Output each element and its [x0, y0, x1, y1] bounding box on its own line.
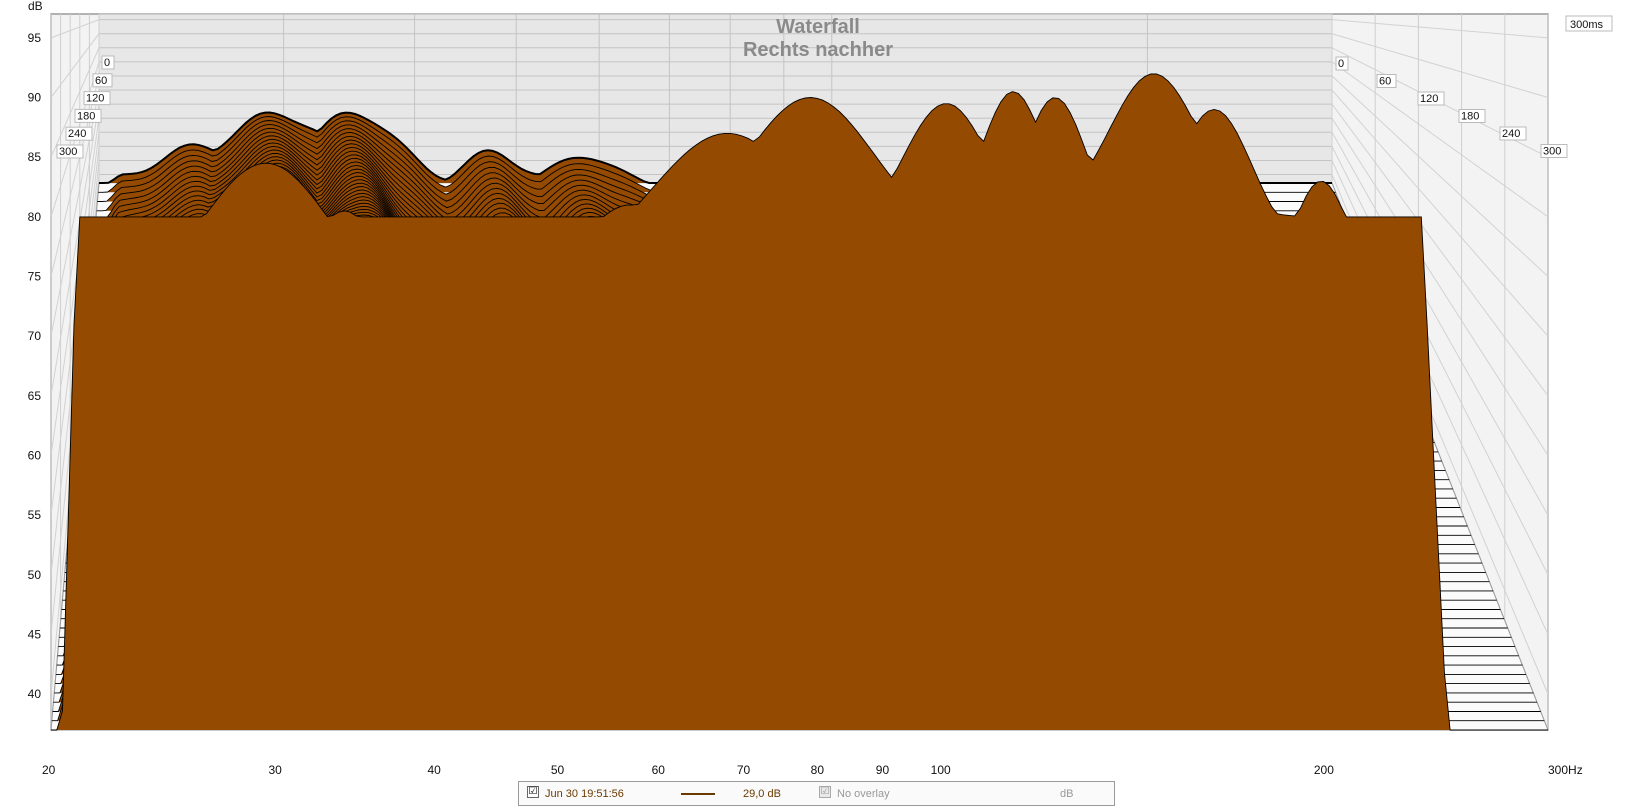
x-tick-label: 60	[652, 763, 666, 777]
time-label-left: 120	[83, 91, 111, 106]
side-gridline	[1331, 103, 1549, 397]
y-tick-label: 90	[28, 91, 42, 105]
side-gridline	[1331, 117, 1549, 456]
side-gridline	[1331, 19, 1549, 39]
y-tick-label: 95	[28, 31, 42, 45]
time-label-box	[1376, 74, 1397, 88]
time-label-text: 0	[1338, 58, 1344, 70]
x-tick-label: 70	[737, 763, 751, 777]
time-label-box	[101, 55, 115, 70]
x-tick-label: 300Hz	[1548, 763, 1583, 777]
side-gridline	[1331, 61, 1549, 218]
y-unit-label: dB	[28, 0, 43, 13]
y-tick-label: 50	[28, 568, 42, 582]
chart-subtitle: Rechts nachher	[743, 39, 893, 61]
time-label-text: 60	[95, 75, 107, 87]
y-tick-label: 40	[28, 687, 42, 701]
time-label-text: 180	[77, 110, 95, 122]
overlay-label[interactable]: No overlay	[837, 788, 890, 800]
time-label-left: 240	[65, 126, 93, 141]
x-tick-label: 40	[427, 763, 441, 777]
y-tick-label: 65	[28, 389, 42, 403]
time-label-right: 240	[1499, 126, 1527, 141]
time-label-text: 120	[86, 93, 104, 105]
y-tick-label: 45	[28, 628, 42, 642]
time-label-box	[65, 126, 93, 141]
x-tick-label: 90	[876, 763, 890, 777]
x-tick-label: 50	[551, 763, 565, 777]
slice-line	[51, 73, 1548, 731]
side-gridline	[1331, 89, 1549, 337]
time-label-box	[1335, 56, 1349, 71]
time-label-right: 0	[1335, 56, 1349, 71]
y-tick-label: 80	[28, 210, 42, 224]
side-gridline	[1331, 132, 1549, 516]
time-label-text: 180	[1461, 111, 1479, 123]
offset-label: 29,0 dB	[743, 788, 781, 800]
time-label-text: 300	[1543, 146, 1561, 158]
side-gridline	[50, 47, 100, 158]
x-tick-label: 30	[268, 763, 282, 777]
side-gridline	[50, 104, 100, 396]
overlay-unit: dB	[1060, 788, 1074, 800]
time-label-box	[74, 108, 102, 123]
x-tick-label: 20	[42, 763, 56, 777]
time-label-box	[1458, 109, 1486, 123]
time-label-right: 180	[1458, 109, 1486, 123]
x-tick-label: 200	[1314, 763, 1334, 777]
y-tick-label: 55	[28, 508, 42, 522]
y-tick-label: 75	[28, 270, 42, 284]
time-label-box	[56, 144, 84, 159]
time-label-left: 300	[56, 144, 84, 159]
y-tick-label: 70	[28, 329, 42, 343]
time-label-text: 300	[59, 146, 77, 158]
time-label-text: 240	[1502, 128, 1520, 140]
side-gridline	[50, 19, 100, 39]
time-label-left: 60	[92, 73, 113, 88]
time-label-box	[92, 73, 113, 88]
time-label-text: 120	[1420, 93, 1438, 105]
waterfall-slices	[51, 73, 1548, 731]
x-tick-label: 100	[931, 763, 951, 777]
time-label-box	[83, 91, 111, 106]
side-gridline	[50, 118, 100, 456]
side-gridline	[50, 33, 100, 98]
time-label-text: 240	[68, 128, 86, 140]
side-gridline	[1331, 75, 1549, 277]
measurement-label[interactable]: Jun 30 19:51:56	[545, 788, 624, 800]
time-end-label: 300ms	[1565, 15, 1613, 32]
time-label-left: 180	[74, 108, 102, 123]
y-tick-label: 85	[28, 150, 42, 164]
y-tick-label: 60	[28, 449, 42, 463]
time-label-right: 60	[1376, 74, 1397, 88]
measurement-line-swatch	[681, 793, 715, 795]
time-label-box	[1499, 126, 1527, 141]
time-label-right: 300	[1540, 144, 1568, 158]
measurement-checkbox[interactable]: ☑	[527, 786, 539, 798]
legend-bar: ☑ Jun 30 19:51:56 29,0 dB ☑ No overlay d…	[518, 781, 1115, 806]
axes: 40 45 50 55 60 65 70 75 80 85 90 95 20 30 40 50 60 70 80 90…	[28, 15, 1613, 777]
time-end-box	[1565, 15, 1613, 32]
time-label-right: 120	[1417, 91, 1445, 106]
x-tick-label: 80	[811, 763, 825, 777]
time-end-text: 300ms	[1570, 19, 1604, 31]
time-label-box	[1540, 144, 1568, 158]
overlay-checkbox[interactable]: ☑	[819, 786, 831, 798]
slice-fill	[51, 74, 1548, 730]
time-label-left: 0	[101, 55, 115, 70]
time-label-box	[1417, 91, 1445, 106]
side-gridline	[1331, 33, 1549, 99]
time-label-text: 0	[104, 57, 110, 69]
time-label-text: 60	[1379, 76, 1391, 88]
chart-title: Waterfall	[776, 16, 860, 38]
